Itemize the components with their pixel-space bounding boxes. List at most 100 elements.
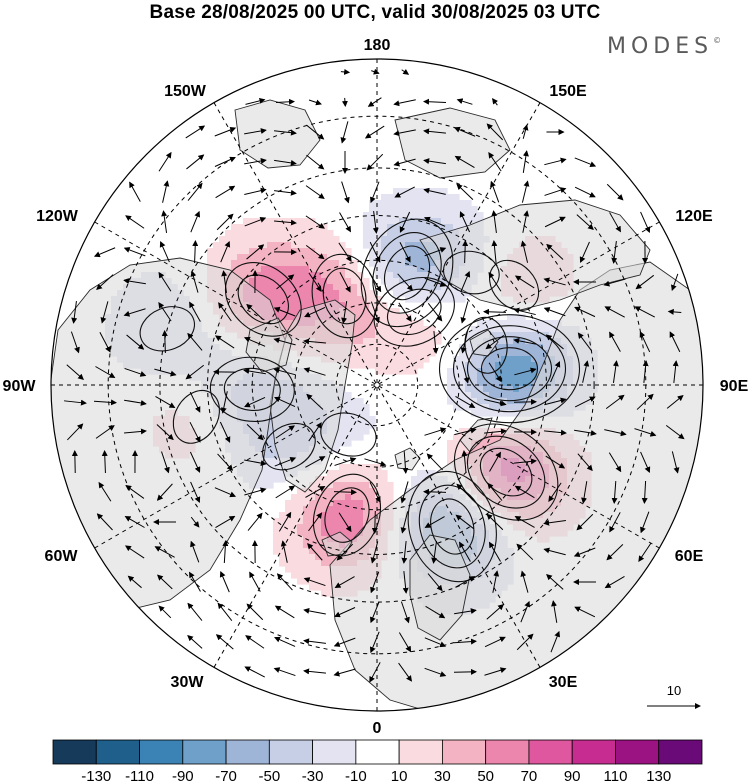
field-cell — [285, 548, 292, 555]
field-cell — [357, 308, 364, 315]
field-cell — [339, 512, 346, 519]
field-cell — [345, 434, 352, 441]
field-cell — [387, 350, 394, 357]
field-cell — [219, 236, 226, 243]
field-cell — [237, 242, 244, 249]
field-cell — [417, 254, 424, 261]
wind-arrow — [521, 180, 530, 203]
field-cell — [381, 488, 388, 495]
modes-logo: MODES© — [607, 34, 721, 59]
colorbar-swatch — [312, 739, 357, 765]
wind-arrow — [280, 540, 288, 563]
field-cell — [327, 230, 334, 237]
field-cell — [441, 194, 448, 201]
field-cell — [411, 476, 418, 483]
field-cell — [393, 206, 400, 213]
field-cell — [381, 326, 388, 333]
field-cell — [309, 518, 316, 525]
field-cell — [357, 428, 364, 435]
field-cell — [519, 350, 526, 357]
wind-arrow — [425, 605, 446, 619]
field-cell — [327, 284, 334, 291]
field-cell — [441, 224, 448, 231]
field-cell — [363, 236, 370, 243]
field-cell — [399, 356, 406, 363]
field-cell — [375, 302, 382, 309]
field-cell — [297, 500, 304, 507]
field-cell — [495, 362, 502, 369]
wind-arrow — [639, 331, 651, 353]
field-cell — [423, 260, 430, 267]
field-cell — [447, 206, 454, 213]
wind-arrow — [548, 482, 562, 502]
field-cell — [399, 194, 406, 201]
field-cell — [399, 290, 406, 297]
field-cell — [315, 488, 322, 495]
field-cell — [273, 278, 280, 285]
field-cell — [279, 548, 286, 555]
field-cell — [405, 194, 412, 201]
field-cell — [309, 278, 316, 285]
field-cell — [267, 236, 274, 243]
field-cell — [243, 224, 250, 231]
field-cell — [393, 272, 400, 279]
field-cell — [291, 278, 298, 285]
field-cell — [483, 398, 490, 405]
wind-arrow — [486, 604, 504, 620]
land-alaska — [234, 99, 321, 169]
map-disc — [51, 59, 703, 711]
wind-arrow — [372, 211, 379, 234]
field-cell — [423, 212, 430, 219]
field-cell — [417, 278, 424, 285]
field-cell — [447, 380, 454, 387]
field-cell — [327, 512, 334, 519]
field-cell — [537, 362, 544, 369]
field-cell — [339, 470, 346, 477]
field-cell — [279, 248, 286, 255]
wind-arrow — [303, 367, 326, 376]
wind-arrow — [546, 243, 564, 260]
field-cell — [351, 476, 358, 483]
wind-arrow — [98, 481, 112, 502]
field-cell — [363, 404, 370, 411]
field-cell — [465, 344, 472, 351]
field-cell — [339, 506, 346, 513]
wind-arrow — [273, 367, 296, 376]
field-cell — [387, 284, 394, 291]
wind-arrow — [455, 576, 476, 588]
field-cell — [333, 482, 340, 489]
field-cell — [393, 188, 400, 195]
field-cell — [357, 500, 364, 507]
field-cell — [369, 326, 376, 333]
field-cell — [237, 224, 244, 231]
field-cell — [423, 230, 430, 237]
wind-arrow — [484, 636, 506, 648]
wind-arrow — [154, 368, 177, 377]
field-cell — [501, 404, 508, 411]
field-cell — [285, 296, 292, 303]
field-cell — [429, 230, 436, 237]
wind-arrow — [93, 247, 116, 258]
colorbar-swatch — [52, 739, 97, 765]
wind-arrow — [635, 274, 655, 290]
field-cell — [525, 362, 532, 369]
field-cell — [447, 386, 454, 393]
field-cell — [387, 494, 394, 501]
wind-arrow — [671, 451, 680, 474]
field-cell — [351, 434, 358, 441]
wind-arrow — [159, 241, 170, 263]
field-cell — [267, 278, 274, 285]
field-cell — [465, 200, 472, 207]
field-cell — [351, 260, 358, 267]
field-cell — [327, 590, 334, 597]
field-cell — [291, 500, 298, 507]
wind-arrow — [453, 126, 476, 137]
field-cell — [393, 248, 400, 255]
wind-arrow — [187, 634, 203, 649]
map-border — [50, 58, 704, 712]
field-cell — [381, 362, 388, 369]
field-cell — [429, 326, 436, 333]
wind-arrow — [220, 240, 231, 263]
field-cell — [363, 350, 370, 357]
